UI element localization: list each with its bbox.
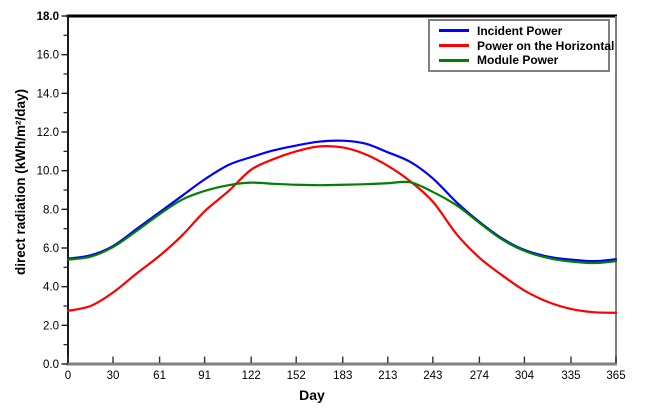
y-axis-tick-label: 18.0 bbox=[37, 11, 59, 23]
y-axis-title: direct radiation (kWh/m²/day) bbox=[13, 89, 28, 275]
legend-swatch-power-on-the-horizontal bbox=[439, 44, 469, 47]
legend: Incident Power Power on the Horizontal Mod… bbox=[428, 19, 614, 72]
legend-label: Incident Power bbox=[477, 23, 563, 38]
y-axis-tick-label: 14.0 bbox=[37, 88, 59, 100]
y-axis-tick-label: 2.0 bbox=[43, 320, 59, 332]
x-axis-tick-label: 91 bbox=[198, 370, 211, 382]
y-axis-tick-label: 8.0 bbox=[43, 204, 59, 216]
x-axis-tick-label: 335 bbox=[561, 370, 580, 382]
legend-swatch-incident-power bbox=[439, 29, 469, 33]
series-line-power-on-the-horizontal bbox=[66, 145, 618, 314]
y-axis-tick-label: 0.0 bbox=[43, 359, 59, 371]
series-line-module-power bbox=[66, 180, 618, 265]
legend-label: Power on the Horizontal bbox=[477, 38, 615, 53]
y-axis-tick-label: 12.0 bbox=[37, 127, 59, 139]
legend-item-module-power: Module Power bbox=[439, 53, 606, 67]
y-axis-tick-label: 16.0 bbox=[37, 50, 59, 62]
y-axis-tick-label: 10.0 bbox=[37, 166, 59, 178]
x-axis-tick-label: 30 bbox=[107, 370, 120, 382]
x-axis-tick-label: 304 bbox=[515, 370, 535, 382]
x-axis-title: Day bbox=[299, 387, 325, 403]
x-axis-tick-label: 213 bbox=[378, 370, 397, 382]
series-line-incident-power bbox=[66, 139, 618, 263]
legend-swatch-module-power bbox=[439, 58, 469, 62]
x-axis-tick-label: 122 bbox=[242, 370, 261, 382]
x-axis-tick-label: 183 bbox=[333, 370, 352, 382]
x-axis-tick-label: 274 bbox=[470, 370, 490, 382]
legend-item-power-on-the-horizontal: Power on the Horizontal bbox=[439, 39, 614, 53]
legend-item-incident-power: Incident Power bbox=[439, 24, 606, 38]
x-axis-tick-label: 152 bbox=[287, 370, 306, 382]
x-axis-tick-label: 243 bbox=[423, 370, 442, 382]
y-axis-tick-label: 4.0 bbox=[43, 282, 59, 294]
x-axis-tick-label: 365 bbox=[606, 370, 625, 382]
x-axis-tick-label: 61 bbox=[153, 370, 166, 382]
x-axis-tick-label: 0 bbox=[65, 370, 71, 382]
y-axis-tick-label: 6.0 bbox=[43, 243, 59, 255]
legend-label: Module Power bbox=[477, 53, 559, 68]
